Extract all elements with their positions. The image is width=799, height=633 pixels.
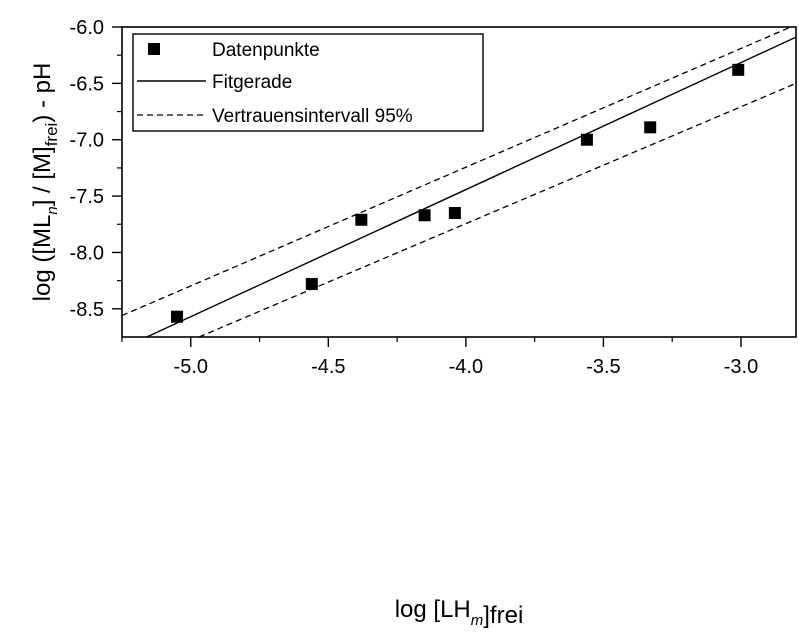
ci-lower-line [198,82,796,337]
x-tick-label: -3.5 [586,356,620,378]
y-tick-label: -6.0 [70,17,104,39]
data-point [732,63,745,76]
x-tick-label: -4.0 [449,356,483,378]
y-title-mid: ] / [M] [29,146,56,206]
legend-point-marker [148,43,160,55]
y-tick-label: -8.0 [70,242,104,264]
y-title-pre: log ([ML [29,215,56,302]
legend: Datenpunkte Fitgerade Vertrauensinterval… [132,33,484,132]
x-title-post: ]frei [483,602,523,629]
x-axis-title: log [LHm]frei [395,596,524,629]
x-tick-label: -5.0 [174,356,208,378]
data-point [355,213,368,226]
data-point [171,310,184,323]
axis-ticks [112,26,742,347]
y-tick-label: -7.5 [70,186,104,208]
y-tick-label: -6.5 [70,73,104,95]
x-tick-labels: -5.0 -4.5 -4.0 -3.5 -3.0 [174,356,759,378]
data-points [171,63,745,323]
x-tick-label: -3.0 [724,356,758,378]
y-title-sub2: frei [42,123,61,147]
fit-line [146,36,796,337]
x-title-pre: log [LH [395,596,471,623]
ci-upper-line [122,27,793,317]
legend-label-fit: Fitgerade [212,72,292,93]
data-point [580,133,593,146]
plot-frame [121,26,797,338]
y-title-sub1: n [44,206,61,214]
legend-label-points: Datenpunkte [212,40,320,61]
y-title-post: ) - pH [29,63,56,123]
x-title-sub: m [471,612,484,629]
y-tick-label: -8.5 [70,299,104,321]
data-point [305,278,318,291]
legend-label-ci: Vertrauensintervall 95% [212,106,413,127]
data-point [448,207,461,219]
data-point [644,121,657,134]
y-tick-labels: -6.0 -6.5 -7.0 -7.5 -8.0 -8.5 [70,17,104,321]
x-tick-label: -4.5 [311,356,345,378]
y-axis-title: log ([MLn] / [M]frei) - pH [29,63,61,302]
y-tick-label: -7.0 [70,130,104,152]
data-point [418,209,431,222]
